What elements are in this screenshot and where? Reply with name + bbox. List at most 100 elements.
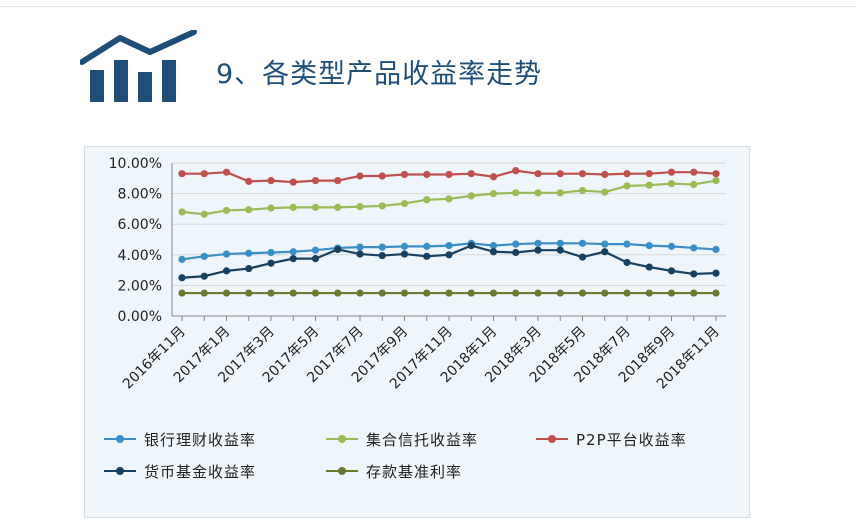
data-point: [423, 242, 431, 250]
legend-item-p2p: P2P平台收益率: [536, 428, 687, 450]
data-point: [267, 259, 275, 267]
data-point: [623, 289, 631, 297]
data-point: [311, 289, 320, 297]
tick-labels: 0.00%2.00%4.00%6.00%8.00%10.00%2016年11月2…: [109, 156, 723, 392]
data-point: [645, 242, 653, 250]
legend-item-deposit: 存款基准利率: [326, 460, 462, 482]
data-point: [667, 289, 676, 297]
data-point: [222, 250, 231, 258]
data-point: [267, 248, 275, 257]
data-point: [356, 203, 364, 211]
data-point: [712, 245, 720, 254]
data-point: [378, 243, 386, 251]
data-point: [311, 255, 320, 263]
data-point: [601, 248, 609, 256]
data-point: [423, 289, 431, 297]
legend-item-bank: 银行理财收益率: [104, 428, 256, 450]
data-point: [578, 239, 587, 247]
legend-swatch: [104, 465, 136, 477]
series-line: [181, 244, 717, 279]
data-point: [489, 190, 498, 198]
series-2: [178, 167, 720, 186]
data-point: [178, 208, 186, 216]
legend-label: P2P平台收益率: [576, 430, 687, 449]
data-point: [200, 252, 208, 260]
data-point: [400, 242, 409, 250]
data-point: [578, 289, 587, 297]
data-point: [690, 270, 698, 278]
data-point: [489, 289, 498, 297]
legend-swatch: [104, 433, 136, 445]
data-point: [512, 167, 520, 175]
data-point: [178, 274, 186, 282]
data-point: [489, 248, 498, 256]
data-point: [467, 242, 475, 250]
data-point: [222, 267, 231, 275]
data-point: [423, 170, 431, 179]
y-tick-label: 10.00%: [109, 156, 162, 172]
data-point: [178, 289, 186, 297]
data-point: [423, 252, 431, 260]
data-point: [334, 245, 342, 254]
data-point: [645, 289, 653, 297]
data-point: [222, 168, 231, 176]
data-point: [334, 289, 342, 297]
data-point: [690, 168, 698, 176]
data-point: [467, 192, 475, 200]
data-point: [378, 202, 386, 210]
data-point: [445, 242, 453, 250]
data-point: [534, 246, 542, 254]
data-point: [400, 289, 409, 297]
data-point: [334, 203, 342, 211]
series-3: [178, 242, 720, 282]
chart-panel: [84, 146, 750, 518]
data-point: [200, 210, 208, 218]
data-point: [623, 240, 631, 248]
data-point: [445, 289, 453, 297]
data-point: [222, 289, 231, 297]
data-point: [423, 196, 431, 204]
data-point: [667, 180, 676, 188]
data-point: [467, 289, 475, 297]
y-tick-label: 8.00%: [118, 187, 162, 203]
data-point: [200, 272, 208, 280]
data-point: [489, 242, 498, 250]
data-point: [267, 204, 275, 212]
data-point: [645, 263, 653, 271]
data-point: [556, 239, 564, 247]
y-tick-label: 6.00%: [118, 217, 162, 233]
chart-legend: 银行理财收益率 集合信托收益率 P2P平台收益率 货币基金收益率 存款基准利率: [104, 428, 744, 498]
data-point: [289, 255, 297, 263]
data-point: [512, 240, 520, 248]
data-point: [289, 203, 297, 211]
legend-swatch: [536, 433, 568, 445]
data-point: [245, 289, 253, 297]
data-point: [289, 248, 297, 256]
y-tick-label: 2.00%: [118, 278, 162, 294]
data-point: [245, 206, 253, 214]
data-point: [378, 289, 386, 297]
data-point: [578, 253, 587, 261]
data-point: [311, 246, 320, 254]
data-point: [690, 244, 698, 252]
data-point: [378, 172, 386, 180]
series-lines: [178, 167, 720, 297]
data-point: [311, 203, 320, 211]
data-point: [667, 267, 676, 275]
slide-header: 9、各类型产品收益率走势: [80, 30, 780, 106]
data-point: [712, 289, 720, 297]
y-tick-label: 4.00%: [118, 248, 162, 264]
legend-label: 货币基金收益率: [144, 462, 257, 481]
data-point: [645, 181, 653, 189]
data-point: [289, 178, 297, 186]
axes: [171, 163, 726, 321]
data-point: [667, 168, 676, 176]
data-point: [445, 170, 453, 179]
data-point: [512, 248, 520, 257]
bar-chart-trend-icon: [80, 30, 197, 102]
legend-label: 集合信托收益率: [366, 430, 479, 449]
data-point: [178, 170, 186, 178]
data-point: [601, 240, 609, 248]
data-point: [311, 176, 320, 185]
